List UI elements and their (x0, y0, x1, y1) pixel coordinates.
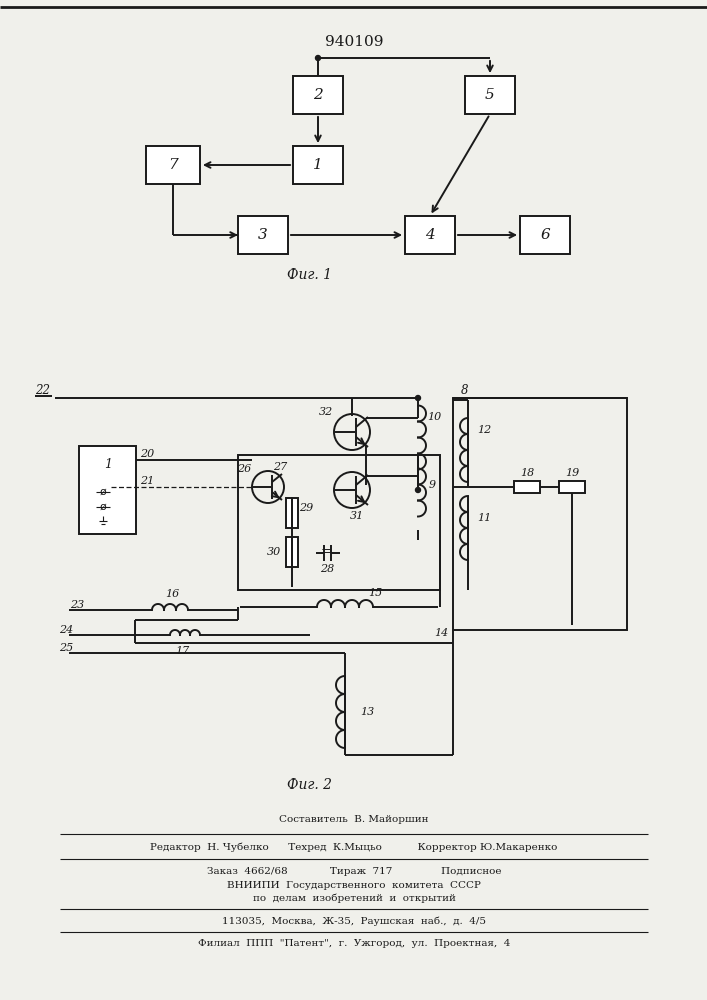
Text: 7: 7 (168, 158, 178, 172)
Bar (293, 146, 343, 184)
Text: Фиг. 1: Фиг. 1 (288, 268, 332, 282)
Bar (405, 216, 455, 254)
Text: Филиал  ППП  "Патент",  г.  Ужгород,  ул.  Проектная,  4: Филиал ППП "Патент", г. Ужгород, ул. Про… (198, 940, 510, 948)
Text: 1: 1 (313, 158, 323, 172)
Text: 18: 18 (520, 468, 534, 478)
Bar (146, 146, 200, 184)
Text: 25: 25 (59, 643, 74, 653)
Circle shape (315, 55, 320, 60)
Text: ø: ø (100, 487, 106, 497)
Text: Составитель  В. Майоршин: Составитель В. Майоршин (279, 816, 428, 824)
Bar (453, 398, 627, 630)
Text: 5: 5 (485, 88, 495, 102)
Text: 1: 1 (104, 458, 112, 471)
Text: ВНИИПИ  Государственного  комитета  СССР: ВНИИПИ Государственного комитета СССР (227, 880, 481, 890)
Text: =: = (321, 546, 332, 558)
Text: 15: 15 (368, 588, 382, 598)
Text: 10: 10 (427, 412, 441, 422)
Bar (293, 76, 343, 114)
Bar (286, 537, 298, 567)
Text: 11: 11 (477, 513, 491, 523)
Text: по  делам  изобретений  и  открытий: по делам изобретений и открытий (252, 893, 455, 903)
Text: 31: 31 (350, 511, 364, 521)
Bar (514, 481, 540, 493)
Text: 17: 17 (175, 646, 189, 656)
Text: 4: 4 (425, 228, 435, 242)
Text: 19: 19 (565, 468, 579, 478)
Text: 21: 21 (141, 476, 155, 486)
Text: 29: 29 (299, 503, 313, 513)
Text: ø: ø (100, 502, 106, 512)
Text: 27: 27 (273, 462, 287, 472)
Text: 22: 22 (35, 383, 50, 396)
Text: 20: 20 (141, 449, 155, 459)
Bar (559, 481, 585, 493)
Text: 12: 12 (477, 425, 491, 435)
Bar (238, 216, 288, 254)
Text: 6: 6 (540, 228, 550, 242)
Text: 3: 3 (258, 228, 268, 242)
Text: 26: 26 (237, 464, 251, 474)
Text: 9: 9 (428, 480, 436, 489)
Circle shape (416, 488, 421, 492)
Text: 940109: 940109 (325, 35, 383, 49)
Bar (286, 498, 298, 528)
Text: Фиг. 2: Фиг. 2 (288, 778, 332, 792)
Text: 30: 30 (267, 547, 281, 557)
Text: 32: 32 (319, 407, 333, 417)
Text: 13: 13 (360, 707, 374, 717)
Text: 8: 8 (461, 383, 469, 396)
Bar (238, 455, 440, 590)
Bar (465, 76, 515, 114)
Text: 14: 14 (434, 628, 448, 638)
Text: Редактор  Н. Чубелко      Техред  К.Мыцьо           Корректор Ю.Макаренко: Редактор Н. Чубелко Техред К.Мыцьо Корре… (151, 842, 558, 852)
Text: Заказ  4662/68             Тираж  717               Подписное: Заказ 4662/68 Тираж 717 Подписное (206, 866, 501, 876)
Text: 113035,  Москва,  Ж-35,  Раушская  наб.,  д.  4/5: 113035, Москва, Ж-35, Раушская наб., д. … (222, 916, 486, 926)
Text: 16: 16 (165, 589, 179, 599)
Text: 23: 23 (70, 600, 84, 610)
Circle shape (416, 395, 421, 400)
Bar (520, 216, 570, 254)
Bar (79, 446, 136, 534)
Text: 28: 28 (320, 564, 334, 574)
Text: 2: 2 (313, 88, 323, 102)
Text: 24: 24 (59, 625, 74, 635)
